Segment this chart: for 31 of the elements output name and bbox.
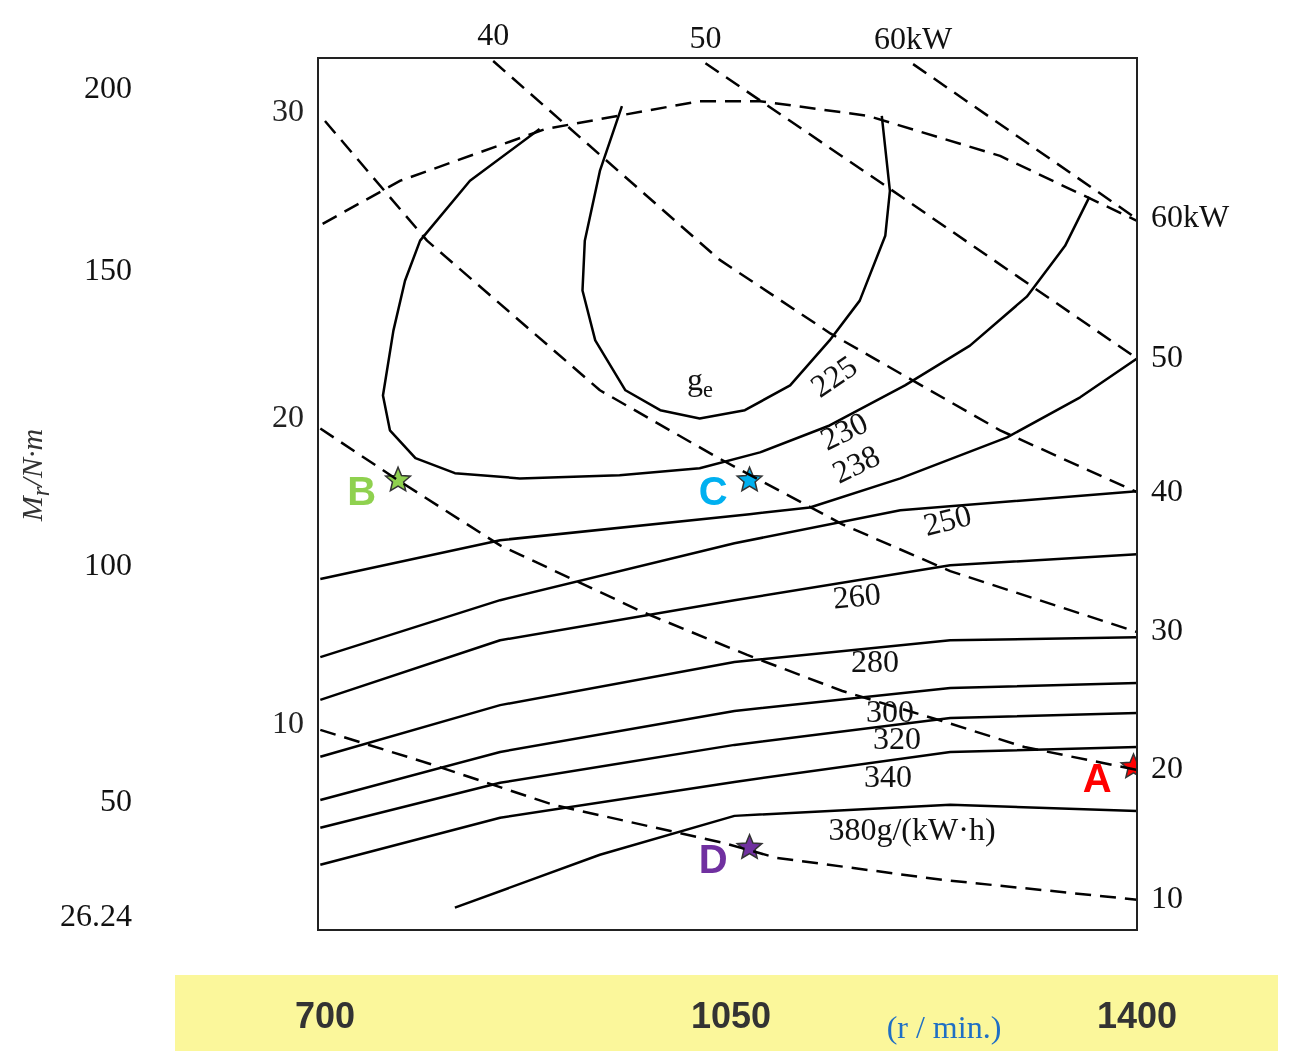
y-tick-label: 30: [272, 92, 304, 129]
y-tick-label: 20: [272, 398, 304, 435]
series-label: 50: [1151, 337, 1183, 374]
annotation: 60kW: [874, 19, 954, 56]
text: 200: [84, 69, 132, 106]
annotation: 340: [864, 758, 912, 795]
text: 100: [84, 546, 132, 583]
text: 50: [100, 782, 132, 819]
text: 26.24: [60, 897, 132, 934]
annotation: 40: [477, 16, 510, 53]
annotation: 250: [919, 496, 976, 543]
series-label: 20: [1151, 749, 1183, 786]
series-label: A: [1082, 755, 1112, 800]
series-label: 30: [1151, 611, 1183, 648]
series-label: D: [698, 836, 728, 881]
annotation: 380g/(kW·h): [828, 811, 996, 848]
x-tick-label: 1050: [690, 994, 772, 1036]
text: 150: [84, 251, 132, 288]
annotation: 225: [803, 347, 864, 405]
series-label: C: [698, 469, 728, 514]
series-label: 40: [1151, 471, 1183, 508]
x-tick-label: 700: [294, 994, 355, 1036]
annotation: 280: [851, 643, 899, 680]
y-tick-label: 10: [272, 704, 304, 741]
x-tick-label: 1400: [1096, 994, 1178, 1036]
annotation: 260: [831, 575, 883, 616]
x-axis-title: (r / min.): [886, 1009, 1002, 1046]
series-label: 60kW: [1151, 198, 1230, 235]
series-label: 10: [1151, 879, 1183, 916]
annotation: 50: [689, 18, 722, 55]
series-label: B: [347, 469, 377, 514]
